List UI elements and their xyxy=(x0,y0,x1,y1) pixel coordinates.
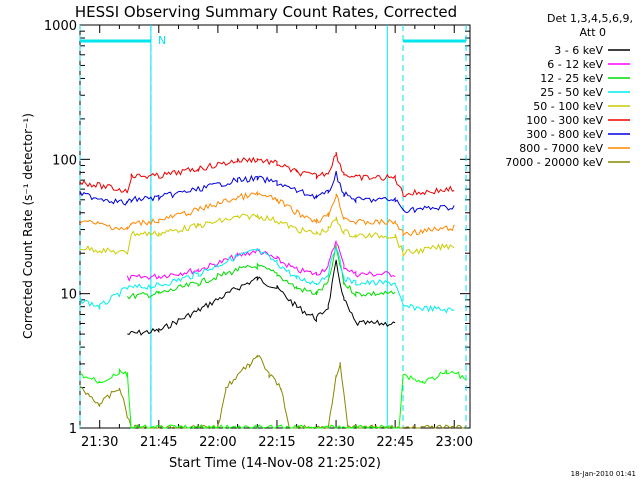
x-tick-label: 22:15 xyxy=(258,435,295,450)
y-axis-label: Corrected Count Rate (s⁻¹ detector⁻¹) xyxy=(21,113,35,339)
plot-frame xyxy=(79,24,471,429)
legend-label: 300 - 800 keV xyxy=(526,128,603,141)
legend-title-line-2: Att 0 xyxy=(580,26,606,39)
x-tick-label: 22:00 xyxy=(199,435,236,450)
legend-label: 3 - 6 keV xyxy=(554,44,603,57)
y-tick-label: 10 xyxy=(60,288,77,303)
series-line xyxy=(79,247,455,314)
legend-label: 800 - 7000 keV xyxy=(519,142,603,155)
x-tick-label: 22:45 xyxy=(376,435,413,450)
legend-title-line-1: Det 1,3,4,5,6,9, xyxy=(547,12,633,25)
night-markers xyxy=(79,25,467,428)
timestamp: 18-Jan-2010 01:41 xyxy=(571,470,636,478)
y-tick-label: 1 xyxy=(69,422,77,437)
series-line xyxy=(80,213,455,257)
y-tick-label: 100 xyxy=(52,153,77,168)
x-tick-label: 22:30 xyxy=(317,435,354,450)
axis-ticks: 21:30 21:45 22:00 22:15 22:30 22:45 23:00 1 10 10… xyxy=(44,19,473,450)
legend-label: 12 - 25 keV xyxy=(540,72,603,85)
x-axis-label: Start Time (14-Nov-08 21:25:02) xyxy=(169,456,381,471)
series-line xyxy=(126,244,396,300)
series-lines xyxy=(79,152,467,429)
series-line xyxy=(79,190,455,237)
x-tick-label: 21:45 xyxy=(140,435,177,450)
series-line xyxy=(79,152,455,198)
y-tick-label: 1000 xyxy=(44,19,77,34)
legend-label: 100 - 300 keV xyxy=(526,114,603,127)
chart-title: HESSI Observing Summary Count Rates, Cor… xyxy=(75,3,457,21)
series-line xyxy=(79,354,467,429)
series-line xyxy=(79,367,467,429)
series-line xyxy=(127,259,396,336)
series-line xyxy=(126,240,396,282)
legend-label: 25 - 50 keV xyxy=(540,86,603,99)
legend-label: 7000 - 20000 keV xyxy=(505,156,603,169)
series-line xyxy=(79,170,455,214)
legend-label: 6 - 12 keV xyxy=(547,58,603,71)
x-tick-label: 23:00 xyxy=(436,435,473,450)
legend-label: 50 - 100 keV xyxy=(533,100,603,113)
night-label: N xyxy=(158,34,166,47)
x-tick-label: 21:30 xyxy=(81,435,118,450)
